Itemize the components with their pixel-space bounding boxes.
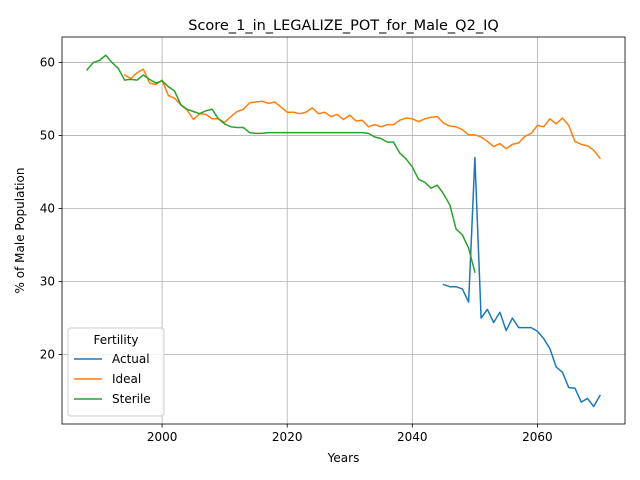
- y-tick-label: 50: [40, 129, 55, 143]
- data-series: [85, 54, 602, 408]
- x-tick-label: 2020: [272, 430, 303, 444]
- y-axis-label: % of Male Population: [13, 168, 27, 294]
- y-tick-label: 20: [40, 348, 55, 362]
- series-line-actual: [442, 156, 602, 408]
- x-axis-label: Years: [327, 451, 360, 465]
- y-tick-label: 40: [40, 202, 55, 216]
- plot-area-frame: [61, 36, 626, 425]
- legend-entries: Actual Ideal Sterile: [74, 352, 151, 406]
- legend-label-actual: Actual: [112, 352, 150, 366]
- legend-label-ideal: Ideal: [112, 372, 141, 386]
- axis-ticks: 2000 2020 2040 2060 20 30 40 50 60: [40, 56, 553, 444]
- chart-title: Score_1_in_LEGALIZE_POT_for_Male_Q2_IQ: [188, 18, 499, 34]
- y-tick-label: 30: [40, 275, 55, 289]
- series-line-sterile: [85, 54, 476, 274]
- series-line-ideal: [123, 68, 602, 160]
- x-tick-label: 2000: [147, 430, 178, 444]
- legend-label-sterile: Sterile: [112, 392, 151, 406]
- x-tick-label: 2040: [397, 430, 428, 444]
- legend-box: [67, 327, 165, 417]
- grid-lines: [62, 37, 625, 424]
- legend: Fertility Actual Ideal Sterile: [67, 327, 165, 417]
- x-tick-label: 2060: [522, 430, 553, 444]
- legend-title: Fertility: [93, 333, 138, 347]
- y-tick-label: 60: [40, 56, 55, 70]
